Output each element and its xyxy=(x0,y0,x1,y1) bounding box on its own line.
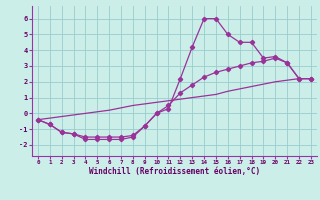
X-axis label: Windchill (Refroidissement éolien,°C): Windchill (Refroidissement éolien,°C) xyxy=(89,167,260,176)
